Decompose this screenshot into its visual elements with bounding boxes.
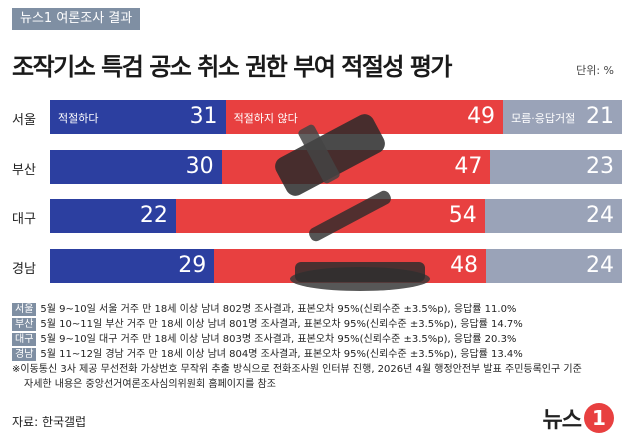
chart-title: 조작기소 특검 공소 취소 권한 부여 적절성 평가: [12, 53, 453, 81]
row-label: 서울: [12, 113, 36, 128]
bar-dont-know: 24: [486, 248, 622, 283]
source-label: 자료: 한국갤럽: [12, 415, 87, 429]
logo-text: 뉴스: [542, 408, 582, 433]
row-label: 부산: [12, 162, 36, 178]
bar-not-appropriate: 적절하지 않다 49: [225, 100, 504, 134]
note-text: 5월 9~10일 대구 거주 만 18세 이상 남녀 803명 조사결과, 표본…: [40, 334, 517, 345]
news1-logo: 뉴스 1: [543, 402, 614, 434]
bar-dont-know: 24: [484, 199, 622, 233]
data-label: 47: [454, 153, 483, 179]
series-label: 적절하지 않다: [233, 112, 298, 125]
data-label: 23: [585, 153, 614, 179]
note-line: 부산 5월 10~11일 부산 거주 만 18세 이상 남녀 801명 조사결과,…: [12, 317, 622, 332]
data-label: 21: [585, 104, 614, 129]
bar-not-appropriate: 47: [221, 149, 491, 184]
data-label: 24: [585, 203, 614, 228]
note-line: 대구 5월 9~10일 대구 거주 만 18세 이상 남녀 803명 조사결과, …: [12, 332, 622, 347]
bar-dont-know: 23: [490, 149, 622, 184]
bar-dont-know: 모름·응답거절 21: [503, 100, 622, 134]
bar-appropriate: 22: [50, 199, 176, 233]
bar-appropriate: 30: [50, 149, 222, 184]
logo-badge: 1: [584, 403, 614, 433]
note-line: 경남 5월 11~12일 경남 거주 만 18세 이상 남녀 804명 조사결과,…: [12, 347, 622, 362]
series-label: 모름·응답거절: [511, 112, 576, 125]
row-label: 대구: [12, 212, 36, 227]
note-region-tag: 대구: [12, 333, 37, 346]
note-text: 5월 10~11일 부산 거주 만 18세 이상 남녀 801명 조사결과, 표…: [40, 319, 523, 330]
data-label: 22: [139, 203, 168, 228]
report-tag: 뉴스1 여론조사 결과: [12, 8, 141, 30]
data-label: 49: [467, 104, 496, 129]
note-region-tag: 서울: [12, 303, 37, 316]
note-region-tag: 경남: [12, 348, 37, 361]
note-region-tag: 부산: [12, 318, 37, 331]
series-label: 적절하다: [58, 112, 99, 125]
footnote-reference: 자세한 내용은 중앙선거여론조사심의위원회 홈페이지를 참조: [24, 379, 276, 390]
note-line: 서울 5월 9~10일 서울 거주 만 18세 이상 남녀 802명 조사결과, …: [12, 302, 622, 317]
note-text: 5월 9~10일 서울 거주 만 18세 이상 남녀 802명 조사결과, 표본…: [40, 304, 517, 315]
stacked-bar-chart: 적절하다 31 적절하지 않다 49 모름·응답거절 21 30 47 23 22 54 24 29 48…: [0, 94, 628, 294]
data-label: 29: [178, 252, 207, 278]
bar-appropriate: 적절하다 31: [50, 100, 226, 134]
bar-appropriate: 29: [50, 248, 215, 283]
footnote-method: ※이동통신 3사 제공 무선전화 가상번호 무작위 추출 방식으로 전화조사원 …: [12, 364, 582, 375]
data-label: 31: [189, 104, 218, 129]
bar-not-appropriate: 48: [214, 248, 487, 283]
unit-label: 단위: %: [576, 64, 614, 77]
survey-notes: 서울 5월 9~10일 서울 거주 만 18세 이상 남녀 802명 조사결과, …: [12, 302, 622, 392]
bar-not-appropriate: 54: [175, 199, 485, 233]
data-label: 48: [450, 252, 479, 278]
row-label: 경남: [12, 261, 36, 277]
data-label: 54: [448, 203, 477, 228]
data-label: 24: [585, 252, 614, 278]
data-label: 30: [185, 153, 214, 179]
note-text: 5월 11~12일 경남 거주 만 18세 이상 남녀 804명 조사결과, 표…: [40, 349, 523, 360]
